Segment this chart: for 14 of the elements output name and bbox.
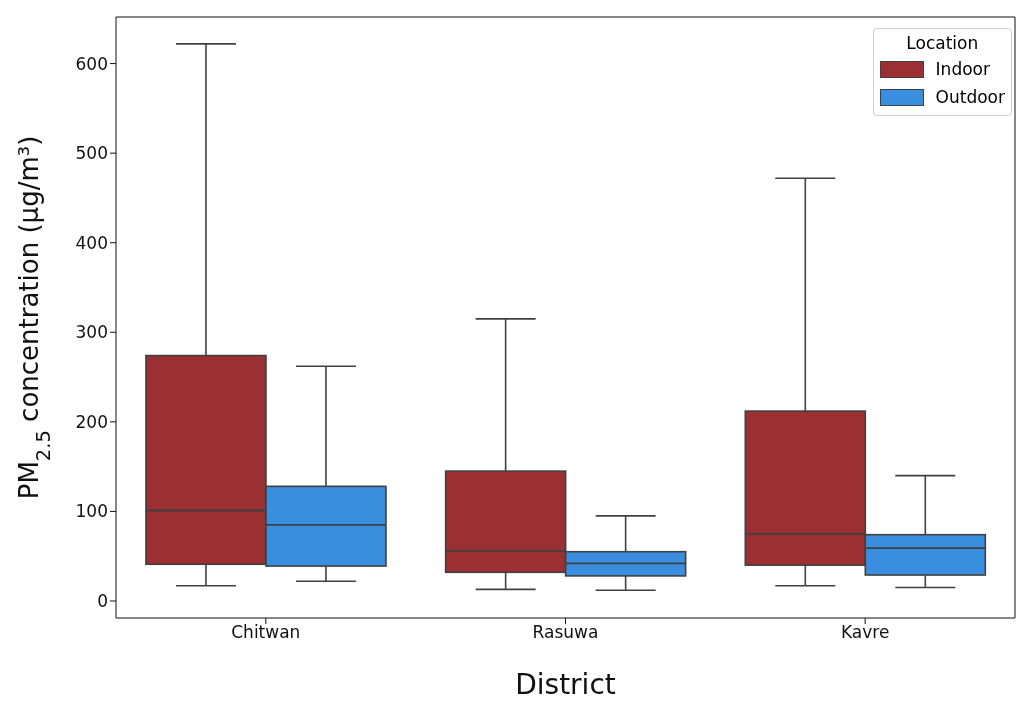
- x-tick-label: Chitwan: [231, 622, 301, 643]
- x-tick-label: Kavre: [840, 622, 890, 643]
- x-axis-title: District: [515, 668, 616, 701]
- legend-title: Location: [905, 33, 980, 53]
- y-tick-label: 600: [75, 53, 108, 74]
- y-tick-label: 200: [75, 411, 108, 432]
- legend-label: Indoor: [935, 58, 990, 81]
- y-tick-label: 0: [97, 591, 108, 612]
- y-tick-label: 400: [75, 232, 108, 253]
- x-tick-label: Rasuwa: [532, 622, 599, 643]
- y-tick-label: 500: [75, 143, 108, 164]
- legend-label: Outdoor: [935, 86, 1005, 109]
- y-tick-label: 300: [75, 322, 108, 343]
- y-tick-label: 100: [75, 501, 108, 522]
